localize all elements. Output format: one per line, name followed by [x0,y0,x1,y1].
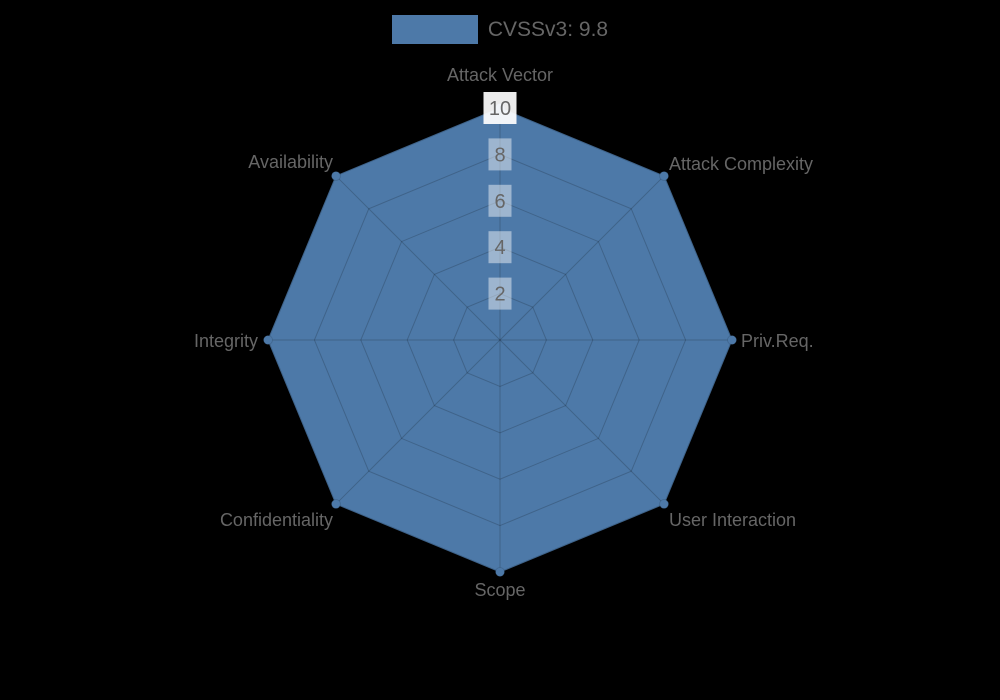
radar-grid-ring [360,200,640,480]
tick-backdrop [488,231,512,264]
radar-grid-ring [313,153,687,527]
radar-point[interactable] [659,170,670,181]
radar-grid-ring [406,246,594,434]
tick-backdrop [488,184,512,217]
radar-point[interactable] [330,170,341,181]
tick-backdrop [488,138,512,171]
axis-label-attack-vector: Attack Vector [447,65,553,85]
axis-label-availability: Availability [248,152,333,172]
radar-point[interactable] [495,567,505,577]
legend-label: CVSSv3: 9.8 [487,18,609,41]
radar-grid-spoke [335,339,501,505]
radar-point[interactable] [727,335,737,345]
tick-label: 8 [494,144,505,166]
radar-point[interactable] [330,499,341,510]
axis-label-attack-complexity: Attack Complexity [669,154,813,174]
legend-color-swatch [391,15,478,44]
tick-label: 2 [494,284,505,306]
chart-legend[interactable]: CVSSv3: 9.8 [0,15,1000,44]
axis-label-priv-req: Priv.Req. [741,331,814,351]
radar-grid-ring [453,293,547,387]
tick-backdrop [488,277,512,310]
tick-label: 6 [494,191,505,213]
radar-grid-spoke [499,339,665,505]
radar-point[interactable] [263,335,273,345]
axis-label-user-interaction: User Interaction [669,510,796,530]
radar-grid-spoke [335,175,501,341]
radar-point[interactable] [659,499,670,510]
tick-label: 10 [489,98,511,120]
axis-label-integrity: Integrity [194,331,258,351]
axis-label-scope: Scope [474,580,525,600]
axis-label-confidentiality: Confidentiality [220,510,333,530]
radar-grid-spoke [499,175,665,341]
tick-label: 4 [494,237,505,259]
tick-backdrop [483,92,517,124]
